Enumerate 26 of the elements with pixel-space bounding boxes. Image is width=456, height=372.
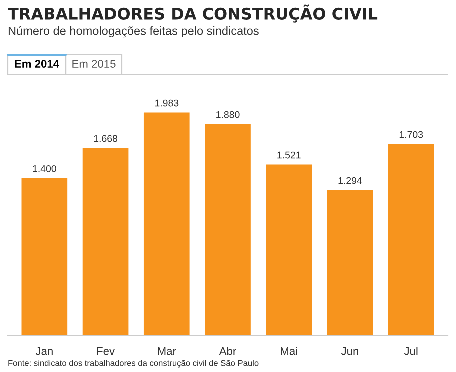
- data-label: 1.294: [338, 177, 362, 184]
- text: Em 2015: [72, 60, 116, 68]
- data-label: 1.668: [94, 135, 118, 142]
- bar: [82, 148, 129, 336]
- data-label: 1.880: [216, 111, 240, 118]
- source-note: Fonte: sindicato dos trabalhadores da construção civil de São Paulo: [8, 360, 259, 368]
- x-tick-label: Abr: [219, 347, 236, 356]
- data-label: 1.703: [400, 131, 424, 138]
- x-tick-label: Mai: [281, 347, 298, 356]
- x-tick-label: Fev: [97, 348, 115, 356]
- data-label: 1.521: [278, 152, 301, 159]
- bar: [327, 190, 374, 336]
- x-tick-label: Mar: [158, 348, 176, 356]
- x-tick-label: Jun: [341, 348, 358, 356]
- data-label: 1.983: [155, 100, 179, 107]
- bar: [266, 164, 312, 336]
- data-label: 1.400: [33, 165, 56, 172]
- chart-subtitle: Número de homologações feitas pelo sindicatos: [8, 26, 259, 38]
- bar: [388, 144, 434, 336]
- chart-title: TRABALHADORES DA CONSTRUÇÃO CIVIL: [8, 4, 378, 23]
- bar: [144, 112, 190, 336]
- x-tick-label: Jul: [404, 347, 418, 356]
- text: Em 2014: [15, 60, 60, 68]
- x-tick-label: Jan: [36, 348, 53, 356]
- bar: [22, 178, 68, 336]
- bar: [205, 124, 251, 336]
